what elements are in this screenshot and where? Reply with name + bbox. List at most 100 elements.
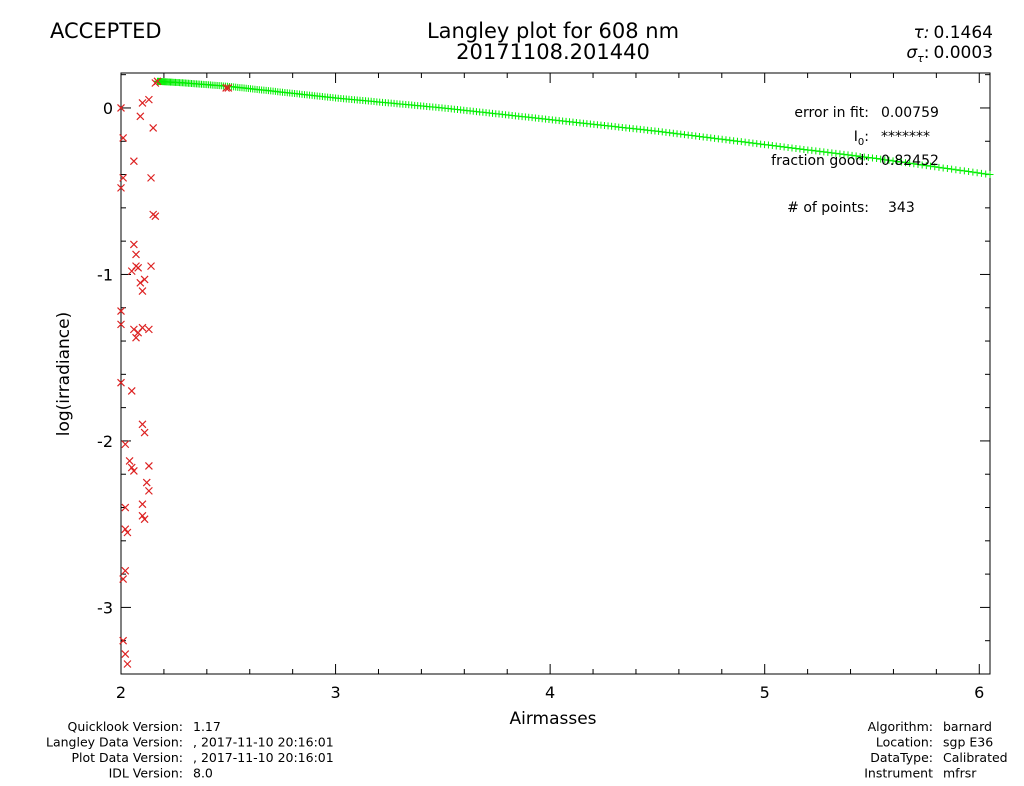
rejected-point — [138, 323, 147, 332]
accepted-point — [864, 153, 872, 161]
accepted-point — [893, 157, 901, 165]
rejected-point — [117, 307, 125, 315]
accepted-point — [918, 161, 926, 169]
accepted-point — [952, 166, 960, 174]
accepted-point — [836, 150, 844, 158]
tau-value: 0.1464 — [934, 23, 993, 43]
accepted-point — [982, 170, 990, 178]
i0-colon: : — [864, 129, 869, 145]
i0-label: I0: — [854, 129, 869, 148]
rejected-point — [132, 250, 140, 259]
accepted-point — [828, 149, 836, 157]
points-count-label: # of points: — [787, 200, 869, 216]
rejected-point — [134, 263, 143, 272]
footer-left: Quicklook Version: 1.17 Langley Data Versi… — [46, 719, 334, 781]
footer-left-label: Langley Data Version: — [46, 735, 183, 750]
x-axis-label: Airmasses — [509, 709, 596, 729]
footer-right: Algorithm: barnard Location: sgp E36 DataTyp… — [864, 719, 1007, 781]
rejected-point — [132, 333, 140, 342]
rejected-point — [138, 287, 147, 296]
accepted-point — [943, 165, 951, 173]
accepted-point — [901, 159, 909, 167]
rejected-point — [121, 566, 130, 575]
accepted-point — [965, 168, 973, 176]
footer-left-value: 1.17 — [193, 719, 221, 734]
status-label: ACCEPTED — [50, 19, 162, 43]
error-in-fit-value: 0.00759 — [881, 105, 939, 121]
i0-subscript: 0 — [858, 137, 864, 148]
footer-right-label: DataType: — [870, 750, 933, 765]
footer-left-value: , 2017-11-10 20:16:01 — [193, 735, 334, 750]
rejected-point — [138, 420, 147, 429]
chart-date: 20171108.201440 — [456, 40, 650, 64]
accepted-point — [897, 158, 905, 166]
rejected-point — [127, 267, 136, 276]
x-tick-label: 3 — [330, 683, 340, 702]
footer-right-value: Calibrated — [943, 750, 1008, 765]
accepted-point — [873, 155, 881, 163]
fraction-good-value: 0.82452 — [881, 153, 939, 169]
accepted-point — [977, 169, 985, 177]
x-tick-label: 6 — [974, 683, 984, 702]
accepted-point — [832, 149, 840, 157]
rejected-point — [149, 124, 158, 132]
points-count-value: 343 — [888, 200, 915, 216]
accepted-point — [881, 156, 889, 164]
accepted-point — [868, 154, 876, 162]
accepted-point — [889, 157, 897, 165]
sigma-label: σ — [906, 43, 918, 63]
fraction-good-label: fraction good: — [771, 153, 869, 169]
x-tick-label: 4 — [545, 683, 555, 702]
rejected-point — [138, 500, 147, 509]
accepted-point — [935, 163, 943, 171]
axis-ticks: 2 3 4 5 6 0 -1 -2 -3 — [97, 73, 990, 702]
rejected-point — [138, 99, 147, 107]
rejected-point — [129, 325, 138, 334]
y-tick-label: 0 — [103, 99, 113, 118]
footer-right-label: Algorithm: — [868, 719, 933, 734]
rejected-point — [222, 84, 231, 92]
accepted-point — [922, 162, 930, 170]
rejected-point — [129, 466, 138, 475]
rejected-point — [127, 387, 136, 395]
y-tick-label: -1 — [97, 265, 113, 284]
rejected-point — [121, 503, 130, 512]
accepted-point — [939, 164, 947, 172]
rejected-point — [142, 478, 151, 487]
rejected-point — [121, 440, 130, 449]
accepted-point — [844, 151, 852, 159]
rejected-point — [129, 240, 138, 249]
footer-left-value: 8.0 — [193, 766, 213, 781]
plot-frame — [120, 72, 991, 675]
rejected-point — [151, 212, 160, 221]
accepted-point — [860, 153, 868, 161]
footer-left-label: Plot Data Version: — [71, 750, 183, 765]
rejected-point — [147, 262, 155, 271]
footer-left-label: IDL Version: — [109, 766, 183, 781]
accepted-point — [948, 165, 956, 173]
rejected-point — [123, 528, 132, 537]
rejected-point — [123, 660, 132, 668]
sigma-subscript: τ — [917, 52, 924, 65]
accepted-point — [910, 160, 918, 168]
accepted-point — [986, 171, 994, 179]
accepted-point — [885, 156, 893, 164]
rejected-point — [119, 636, 128, 645]
accepted-point — [956, 166, 964, 174]
accepted-point — [973, 169, 981, 177]
i0-value: ******* — [881, 129, 930, 145]
footer-right-label: Location: — [876, 735, 933, 750]
tau-readout: τ: 0.1464 — [914, 23, 993, 43]
rejected-point — [117, 183, 125, 192]
y-tick-label: -2 — [97, 432, 113, 451]
error-in-fit-label: error in fit: — [794, 105, 869, 121]
rejected-point — [129, 157, 138, 166]
rejected-point — [140, 515, 149, 524]
rejected-point — [136, 278, 145, 287]
accepted-point — [848, 151, 856, 159]
accepted-point — [852, 152, 860, 160]
footer-left-value: , 2017-11-10 20:16:01 — [193, 750, 334, 765]
rejected-point — [136, 112, 145, 121]
rejected-point — [119, 575, 128, 584]
rejected-point — [224, 84, 233, 92]
